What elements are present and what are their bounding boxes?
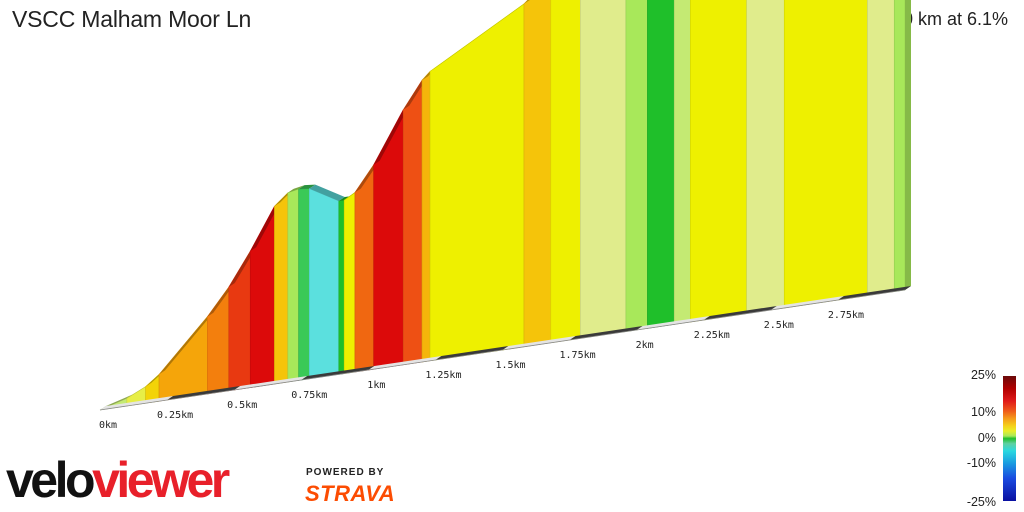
profile-ridge-segment bbox=[373, 105, 410, 165]
gradient-segment bbox=[308, 188, 340, 380]
distance-band bbox=[837, 286, 911, 300]
distance-tick-label: 1km bbox=[367, 380, 385, 391]
gradient-segment bbox=[429, 3, 525, 362]
gradient-segment bbox=[523, 0, 552, 348]
distance-tick-label: 2.75km bbox=[828, 310, 864, 321]
legend-label-neg25: -25% bbox=[966, 495, 996, 509]
distance-band bbox=[100, 396, 174, 410]
distance-band bbox=[301, 366, 375, 380]
gradient-segment bbox=[783, 0, 868, 309]
gradient-segment bbox=[158, 315, 208, 402]
gradient-segment bbox=[647, 0, 675, 329]
gradient-segment bbox=[893, 0, 906, 292]
gradient-segment bbox=[746, 0, 785, 314]
gradient-segment bbox=[298, 188, 310, 381]
legend-label-0: 0% bbox=[977, 431, 996, 445]
distance-tick-label: 1.25km bbox=[425, 370, 461, 381]
distance-band bbox=[770, 296, 844, 310]
distance-band bbox=[167, 386, 241, 400]
profile-ridge-segment bbox=[228, 247, 257, 288]
profile-ridge-segment bbox=[159, 312, 214, 375]
profile-ridge-segment bbox=[207, 283, 235, 317]
distance-band bbox=[368, 356, 442, 370]
legend-label-25: 25% bbox=[970, 368, 996, 382]
veloviewer-logo[interactable]: veloviewer bbox=[6, 452, 230, 508]
distance-tick-label: 0.25km bbox=[157, 410, 193, 421]
gradient-segment bbox=[338, 199, 345, 375]
legend-label-10: 10% bbox=[970, 405, 996, 419]
logo-velo-text: velo bbox=[6, 452, 96, 508]
profile-ridge-segment bbox=[523, 0, 530, 4]
gradient-segment bbox=[867, 0, 895, 296]
strava-logo[interactable]: STRAVA bbox=[305, 481, 396, 506]
distance-band bbox=[703, 306, 777, 320]
distance-tick-label: 2km bbox=[636, 340, 654, 351]
distance-tick-label: 1.5km bbox=[495, 360, 525, 371]
gradient-segment bbox=[343, 191, 356, 374]
profile-baseline bbox=[99, 289, 906, 411]
distance-band bbox=[569, 326, 643, 340]
distance-band bbox=[234, 376, 308, 390]
powered-by-text: POWERED BY bbox=[306, 467, 385, 478]
distance-band bbox=[502, 336, 576, 350]
distance-band bbox=[435, 346, 509, 360]
chart-title: VSCC Malham Moor Ln bbox=[12, 6, 252, 32]
distance-tick-label: 0.5km bbox=[227, 400, 257, 411]
gradient-segment bbox=[373, 109, 404, 370]
distance-tick-label: 2.25km bbox=[694, 330, 730, 341]
distance-band bbox=[636, 316, 710, 330]
gradient-segment bbox=[625, 0, 648, 332]
logo-viewer-text: viewer bbox=[92, 452, 230, 508]
gradient-legend-bar bbox=[1003, 376, 1016, 501]
profile-ridge-segment bbox=[309, 184, 345, 201]
gradient-segment bbox=[690, 0, 747, 323]
legend-label-neg10: -10% bbox=[966, 456, 996, 470]
gradient-segment bbox=[402, 79, 423, 366]
profile-ridge-segment bbox=[298, 184, 316, 190]
gradient-segment bbox=[287, 188, 299, 383]
gradient-segment bbox=[421, 70, 431, 363]
profile-ridge-segment bbox=[430, 0, 530, 72]
gradient-segment bbox=[354, 163, 375, 373]
profile-ridge-segment bbox=[338, 196, 351, 201]
profile-ridge-segment bbox=[250, 202, 281, 252]
distance-tick-label: 0.75km bbox=[291, 390, 327, 401]
gradient-segment bbox=[274, 192, 289, 385]
distance-tick-label: 1.75km bbox=[560, 350, 596, 361]
distance-tick-label: 2.5km bbox=[764, 320, 794, 331]
profile-end-cap bbox=[905, 0, 911, 290]
climb-summary: 3.0 km at 6.1% bbox=[887, 9, 1008, 29]
distance-tick-label: 0km bbox=[99, 420, 117, 431]
gradient-segment bbox=[550, 0, 581, 344]
profile-ridge-segment bbox=[287, 185, 305, 193]
gradient-segment bbox=[580, 0, 627, 339]
gradient-segment bbox=[673, 0, 691, 325]
